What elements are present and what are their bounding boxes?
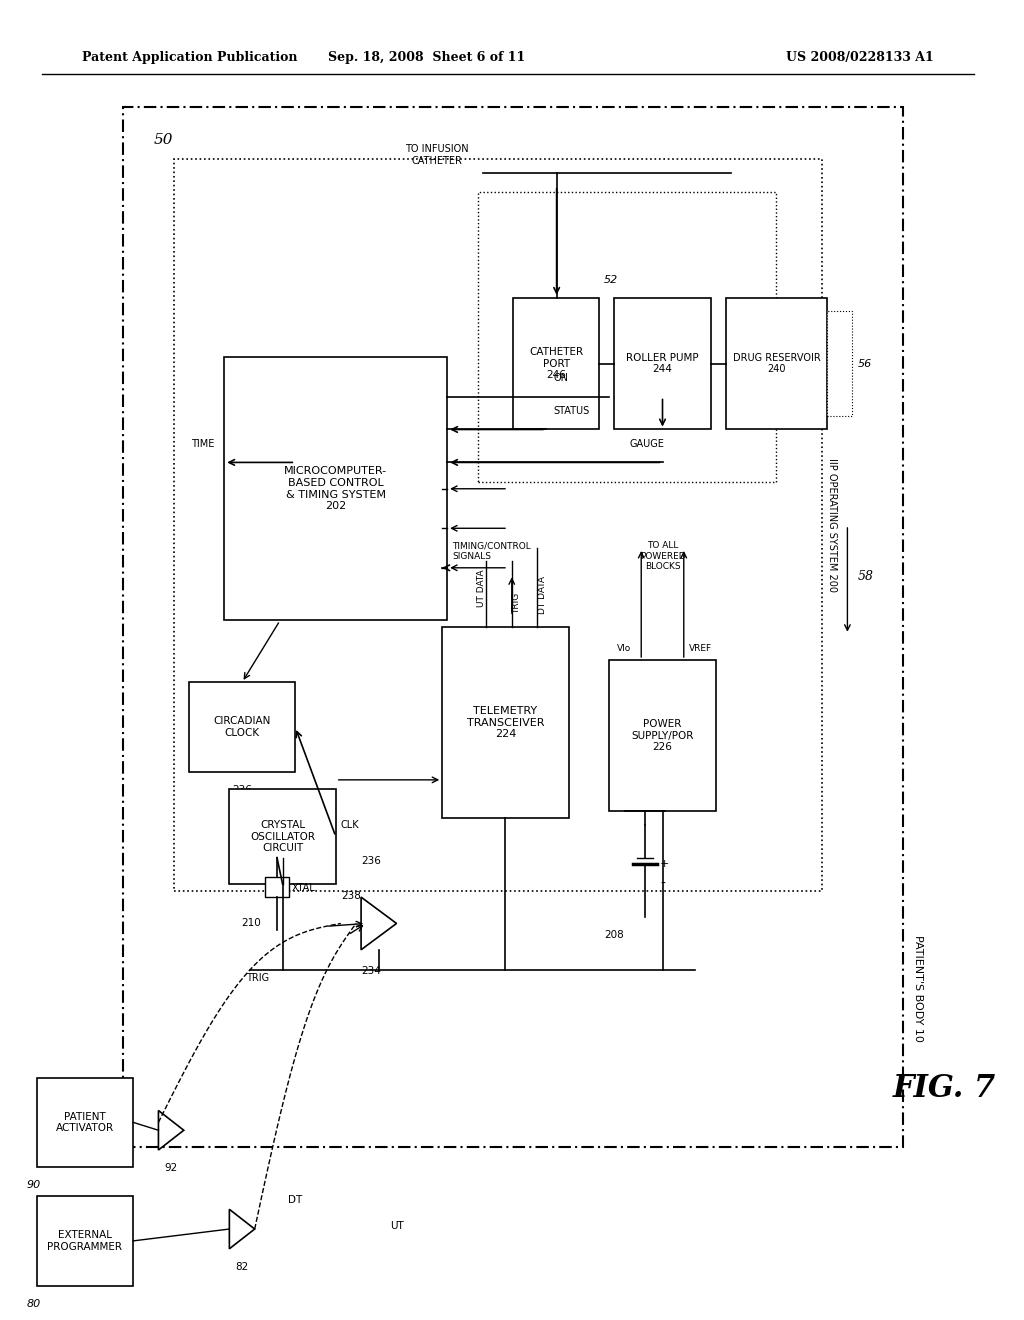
FancyBboxPatch shape xyxy=(609,660,716,812)
Text: CLK: CLK xyxy=(341,820,359,830)
Text: DT DATA: DT DATA xyxy=(538,576,547,614)
Text: 238: 238 xyxy=(341,891,360,900)
Text: FIG. 7: FIG. 7 xyxy=(893,1073,996,1104)
Text: 80: 80 xyxy=(27,1299,41,1309)
FancyBboxPatch shape xyxy=(265,878,289,898)
Text: UT: UT xyxy=(390,1221,403,1232)
Text: STATUS: STATUS xyxy=(554,407,590,416)
Text: Sep. 18, 2008  Sheet 6 of 11: Sep. 18, 2008 Sheet 6 of 11 xyxy=(329,51,525,65)
Text: DT: DT xyxy=(288,1195,302,1205)
Text: 52: 52 xyxy=(604,275,618,285)
Text: +: + xyxy=(660,859,670,869)
FancyBboxPatch shape xyxy=(726,298,827,429)
Text: TO INFUSION
CATHETER: TO INFUSION CATHETER xyxy=(406,144,469,166)
Text: PATIENT'S BODY 10: PATIENT'S BODY 10 xyxy=(913,935,924,1041)
Text: 56: 56 xyxy=(857,359,871,368)
FancyBboxPatch shape xyxy=(614,298,711,429)
Text: DRUG RESERVOIR
240: DRUG RESERVOIR 240 xyxy=(732,352,820,375)
Text: XTAL: XTAL xyxy=(292,883,316,892)
Text: CIRCADIAN
CLOCK: CIRCADIAN CLOCK xyxy=(213,717,270,738)
Text: 82: 82 xyxy=(234,1262,248,1272)
FancyBboxPatch shape xyxy=(37,1196,133,1286)
Text: 210: 210 xyxy=(242,919,261,928)
Text: 50: 50 xyxy=(154,133,173,147)
Text: 90: 90 xyxy=(27,1180,41,1191)
FancyBboxPatch shape xyxy=(513,298,599,429)
Text: TIME: TIME xyxy=(190,440,214,449)
Text: -: - xyxy=(660,876,665,891)
Text: 234: 234 xyxy=(361,966,381,975)
Text: 92: 92 xyxy=(164,1163,177,1173)
Text: TO ALL
POWERED
BLOCKS: TO ALL POWERED BLOCKS xyxy=(640,541,685,572)
FancyBboxPatch shape xyxy=(229,789,336,884)
Text: MICROCOMPUTER-
BASED CONTROL
& TIMING SYSTEM
202: MICROCOMPUTER- BASED CONTROL & TIMING SY… xyxy=(285,466,387,511)
Text: CRYSTAL
OSCILLATOR
CIRCUIT: CRYSTAL OSCILLATOR CIRCUIT xyxy=(250,820,315,853)
Text: TRIG: TRIG xyxy=(246,973,268,983)
Text: POWER
SUPPLY/POR
226: POWER SUPPLY/POR 226 xyxy=(632,719,693,752)
FancyBboxPatch shape xyxy=(37,1077,133,1167)
Text: TELEMETRY
TRANSCEIVER
224: TELEMETRY TRANSCEIVER 224 xyxy=(467,706,544,739)
Text: 58: 58 xyxy=(857,570,873,582)
Text: VREF: VREF xyxy=(689,644,712,653)
Text: US 2008/0228133 A1: US 2008/0228133 A1 xyxy=(785,51,934,65)
Text: 236: 236 xyxy=(232,785,252,795)
Text: Patent Application Publication: Patent Application Publication xyxy=(83,51,298,65)
Text: 208: 208 xyxy=(604,931,624,940)
FancyBboxPatch shape xyxy=(123,107,903,1147)
Text: UT DATA: UT DATA xyxy=(477,570,486,607)
Text: TIMING/CONTROL
SIGNALS: TIMING/CONTROL SIGNALS xyxy=(453,541,531,561)
Text: IIP OPERATING SYSTEM 200: IIP OPERATING SYSTEM 200 xyxy=(827,458,838,591)
FancyBboxPatch shape xyxy=(224,356,447,620)
Text: PATIENT
ACTIVATOR: PATIENT ACTIVATOR xyxy=(56,1111,114,1133)
FancyBboxPatch shape xyxy=(188,682,295,772)
Text: ON: ON xyxy=(554,374,568,383)
Text: EXTERNAL
PROGRAMMER: EXTERNAL PROGRAMMER xyxy=(47,1230,123,1251)
FancyBboxPatch shape xyxy=(442,627,568,818)
Text: GAUGE: GAUGE xyxy=(630,440,665,449)
FancyBboxPatch shape xyxy=(827,312,853,416)
Text: TRIG: TRIG xyxy=(512,593,521,614)
Text: Vlo: Vlo xyxy=(616,644,631,653)
Text: 236: 236 xyxy=(361,857,381,866)
FancyBboxPatch shape xyxy=(477,193,776,482)
FancyBboxPatch shape xyxy=(174,160,822,891)
Text: ROLLER PUMP
244: ROLLER PUMP 244 xyxy=(627,352,698,375)
Text: CATHETER
PORT
246: CATHETER PORT 246 xyxy=(529,347,584,380)
